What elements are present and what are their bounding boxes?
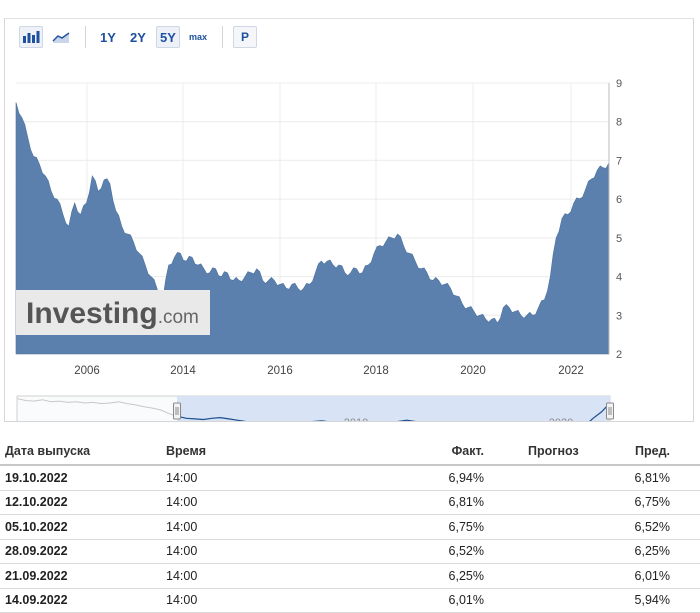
navigator-selection[interactable] [177, 396, 610, 421]
row-date: 05.10.2022 [5, 520, 68, 534]
header-previous[interactable]: Пред. [635, 444, 670, 458]
row-date: 19.10.2022 [5, 471, 68, 485]
y-tick-label: 7 [616, 155, 622, 167]
navigator-handle[interactable] [174, 403, 181, 419]
row-previous: 5,94% [635, 593, 670, 607]
row-time: 14:00 [166, 471, 197, 485]
navigator-label: 2010 [344, 417, 368, 421]
row-date: 21.09.2022 [5, 569, 68, 583]
row-previous: 6,52% [635, 520, 670, 534]
header-date[interactable]: Дата выпуска [5, 444, 90, 458]
investing-watermark: Investing.com [16, 290, 210, 335]
watermark-investing: Investing [26, 297, 158, 330]
table-row: 05.10.2022 14:00 6,75% 6,52% [0, 515, 700, 540]
header-time[interactable]: Время [166, 444, 206, 458]
watermark-com: .com [158, 307, 199, 328]
row-date: 14.09.2022 [5, 593, 68, 607]
row-actual: 6,94% [449, 471, 484, 485]
row-date: 12.10.2022 [5, 495, 68, 509]
x-tick-label: 2018 [363, 365, 389, 377]
header-forecast[interactable]: Прогноз [528, 444, 579, 458]
y-tick-label: 4 [616, 272, 622, 284]
row-time: 14:00 [166, 520, 197, 534]
table-header: Дата выпуска Время Факт. Прогноз Пред. [0, 437, 700, 466]
y-tick-label: 9 [616, 78, 622, 90]
data-table: Дата выпуска Время Факт. Прогноз Пред. 1… [0, 437, 700, 613]
row-time: 14:00 [166, 569, 197, 583]
y-tick-label: 2 [616, 349, 622, 361]
table-row: 21.09.2022 14:00 6,25% 6,01% [0, 564, 700, 589]
table-row: 12.10.2022 14:00 6,81% 6,75% [0, 491, 700, 516]
row-actual: 6,01% [449, 593, 484, 607]
row-previous: 6,75% [635, 495, 670, 509]
row-actual: 6,52% [449, 544, 484, 558]
x-axis: 2006 2014 2016 2018 2020 2022 [74, 365, 584, 377]
navigator: 2010 2020 [17, 396, 614, 421]
x-tick-label: 2006 [74, 365, 100, 377]
row-date: 28.09.2022 [5, 544, 68, 558]
x-tick-label: 2014 [170, 365, 196, 377]
y-axis: 2 3 4 5 6 7 8 9 [609, 78, 622, 361]
header-actual[interactable]: Факт. [452, 444, 484, 458]
row-actual: 6,75% [449, 520, 484, 534]
row-previous: 6,01% [635, 569, 670, 583]
table-row: 28.09.2022 14:00 6,52% 6,25% [0, 540, 700, 565]
x-tick-label: 2022 [558, 365, 584, 377]
y-tick-label: 8 [616, 117, 622, 129]
table-row: 19.10.2022 14:00 6,94% 6,81% [0, 466, 700, 491]
navigator-handle[interactable] [607, 403, 614, 419]
table-row: 14.09.2022 14:00 6,01% 5,94% [0, 589, 700, 613]
row-actual: 6,81% [449, 495, 484, 509]
row-time: 14:00 [166, 544, 197, 558]
row-actual: 6,25% [449, 569, 484, 583]
x-tick-label: 2016 [267, 365, 293, 377]
x-tick-label: 2020 [460, 365, 486, 377]
row-previous: 6,25% [635, 544, 670, 558]
row-previous: 6,81% [635, 471, 670, 485]
row-time: 14:00 [166, 593, 197, 607]
y-tick-label: 6 [616, 194, 622, 206]
y-tick-label: 3 [616, 310, 622, 322]
y-tick-label: 5 [616, 233, 622, 245]
navigator-label: 2020 [549, 417, 573, 421]
row-time: 14:00 [166, 495, 197, 509]
